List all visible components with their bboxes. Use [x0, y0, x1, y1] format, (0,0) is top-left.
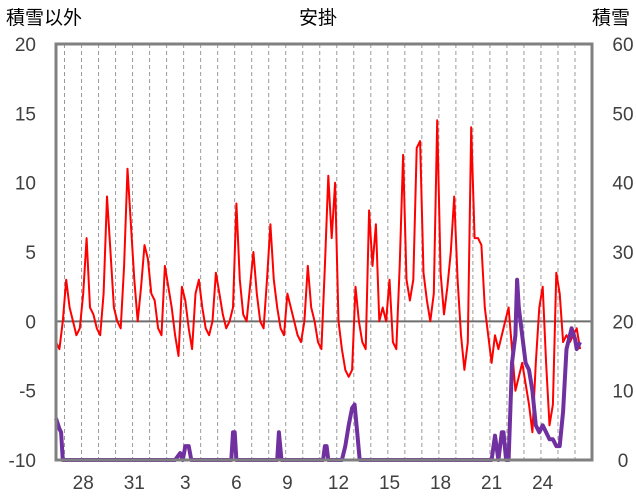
right-tick-label: 10 — [612, 382, 633, 403]
x-tick-label: 21 — [481, 473, 502, 494]
series-line-left — [55, 119, 582, 434]
x-tick-label: 24 — [532, 473, 554, 494]
right-tick-label: 50 — [612, 104, 633, 125]
grid-layer — [64, 44, 576, 460]
left-axis-title: 積雪以外 — [6, 7, 82, 29]
left-tick-label: 15 — [15, 104, 36, 125]
left-tick-label: 0 — [25, 312, 36, 333]
left-tick-label: -5 — [19, 382, 36, 403]
x-tick-label: 18 — [430, 473, 451, 494]
right-axis-title: 積雪 — [592, 7, 630, 29]
left-tick-label: -10 — [9, 451, 36, 472]
right-tick-label: 0 — [618, 451, 629, 472]
x-tick-label: 15 — [379, 473, 400, 494]
right-tick-label: 60 — [612, 35, 633, 56]
right-tick-label: 40 — [612, 174, 633, 195]
x-tick-label: 12 — [328, 473, 349, 494]
x-tick-label: 31 — [124, 473, 145, 494]
series-line-right — [54, 277, 582, 462]
right-axis-ticks: 60 50 40 30 20 10 0 — [612, 35, 633, 472]
left-tick-label: 5 — [25, 243, 36, 264]
x-tick-label: 3 — [180, 473, 191, 494]
x-tick-label: 28 — [73, 473, 94, 494]
right-tick-label: 30 — [612, 243, 633, 264]
right-tick-label: 20 — [612, 312, 633, 333]
chart-title: 安掛 — [299, 7, 337, 29]
left-tick-label: 20 — [15, 35, 36, 56]
x-tick-label: 6 — [231, 473, 242, 494]
plot-frame — [54, 42, 594, 462]
series-layer — [54, 119, 582, 462]
left-axis-ticks: 20 15 10 5 0 -5 -10 — [9, 35, 36, 472]
x-tick-label: 9 — [282, 473, 293, 494]
left-tick-label: 10 — [15, 174, 36, 195]
x-axis-ticks: 28 31 3 6 9 12 15 18 21 24 — [73, 473, 554, 494]
